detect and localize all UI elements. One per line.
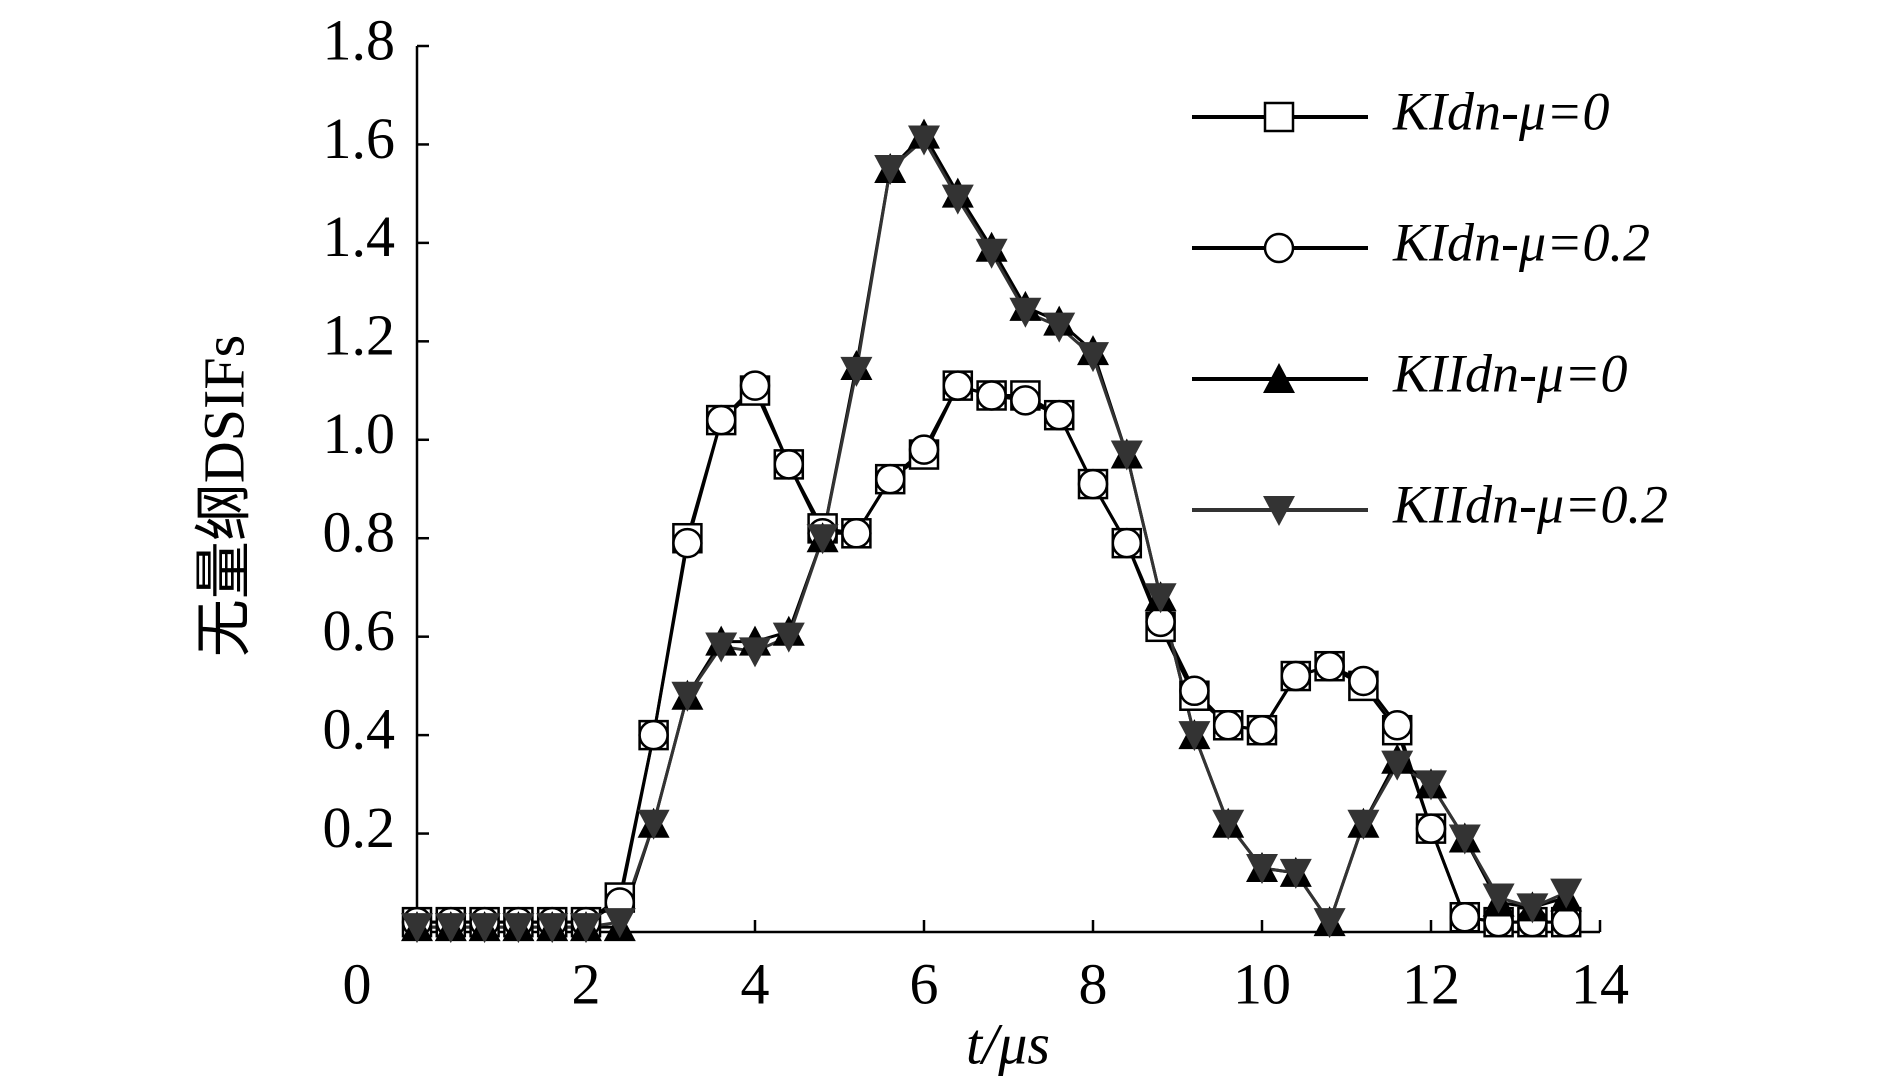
- y-tick-label: 0.4: [323, 696, 396, 761]
- legend-marker: [1263, 232, 1295, 264]
- legend-label: KIdn-μ=0: [1392, 81, 1610, 141]
- data-point: [1415, 770, 1447, 801]
- data-point: [874, 463, 906, 495]
- data-point: [1077, 342, 1109, 373]
- y-tick-label: 1.2: [323, 303, 396, 368]
- data-point: [874, 155, 907, 186]
- data-point: [1381, 710, 1413, 741]
- y-tick-label: 1.6: [323, 106, 396, 171]
- x-tick-label: 2: [572, 951, 601, 1016]
- data-point: [1313, 908, 1346, 939]
- data-point: [1280, 660, 1312, 692]
- data-point: [434, 913, 467, 944]
- data-point: [638, 719, 669, 751]
- data-point: [1110, 440, 1143, 471]
- data-point: [908, 434, 940, 465]
- x-tick-label: 10: [1233, 951, 1291, 1016]
- x-tick-label: 8: [1079, 951, 1108, 1016]
- x-tick-label: 6: [910, 951, 939, 1016]
- data-point: [806, 524, 839, 555]
- series-line: [417, 382, 1567, 924]
- data-point: [976, 380, 1007, 411]
- data-point: [840, 356, 873, 387]
- data-point: [1348, 665, 1379, 697]
- x-tick-label: 4: [741, 951, 770, 1016]
- data-point: [1347, 809, 1380, 840]
- x-tick-label: 12: [1402, 951, 1460, 1016]
- data-point: [705, 632, 738, 663]
- data-point: [1009, 297, 1042, 328]
- data-point: [1482, 883, 1515, 914]
- data-point: [1111, 527, 1143, 559]
- data-point: [1449, 901, 1481, 933]
- data-point: [975, 238, 1008, 269]
- data-point: [942, 370, 974, 401]
- y-tick-label: 0.6: [323, 598, 396, 663]
- data-point: [1212, 809, 1245, 840]
- data-point: [637, 809, 670, 840]
- data-point: [1279, 858, 1312, 889]
- data-point: [772, 622, 805, 653]
- data-point: [1043, 312, 1076, 343]
- data-point: [739, 637, 771, 668]
- legend-label: KIIdn-μ=0: [1392, 343, 1628, 403]
- x-tick-label: 14: [1571, 951, 1629, 1016]
- data-point: [841, 518, 872, 549]
- data-point: [1246, 714, 1278, 746]
- legend-label: KIdn-μ=0.2: [1392, 212, 1650, 272]
- data-point: [502, 913, 535, 944]
- data-point: [705, 404, 737, 436]
- data-point: [1010, 385, 1041, 416]
- data-point: [401, 913, 433, 944]
- y-tick-label: 1.4: [323, 204, 396, 269]
- legend-label: KIIdn-μ=0.2: [1392, 474, 1668, 534]
- data-point: [672, 527, 703, 559]
- data-point: [941, 184, 974, 215]
- data-point: [1179, 675, 1210, 707]
- data-point: [671, 681, 704, 712]
- data-point: [1212, 710, 1244, 741]
- data-point: [1448, 824, 1481, 855]
- data-point: [1381, 750, 1414, 781]
- data-point: [1550, 906, 1582, 938]
- x-tick-label: 0: [343, 951, 372, 1016]
- y-tick-label: 0.2: [323, 795, 396, 860]
- y-tick-label: 1.8: [323, 7, 396, 72]
- x-axis-label: t/μs: [966, 1011, 1050, 1076]
- data-point: [773, 449, 805, 480]
- data-point: [1178, 721, 1211, 752]
- data-point: [468, 913, 501, 944]
- data-point: [1246, 854, 1278, 885]
- legend-marker: [1263, 101, 1295, 133]
- data-point: [1516, 893, 1549, 924]
- data-point: [1415, 813, 1447, 844]
- y-tick-label: 0.8: [323, 500, 396, 565]
- data-point: [536, 913, 569, 944]
- legend-marker: [1263, 496, 1295, 526]
- data-point: [1043, 399, 1075, 431]
- data-point: [570, 913, 602, 944]
- series-line: [417, 383, 1567, 924]
- data-point: [1077, 468, 1109, 500]
- data-point: [1550, 878, 1583, 909]
- y-axis-label: 无量纲DSIFs: [191, 335, 256, 657]
- y-tick-label: 1.0: [323, 401, 396, 466]
- legend-marker: [1263, 363, 1295, 393]
- data-point: [1144, 583, 1177, 614]
- data-point: [908, 125, 940, 156]
- data-point: [739, 370, 771, 401]
- data-point: [603, 908, 636, 939]
- data-point: [1314, 650, 1345, 682]
